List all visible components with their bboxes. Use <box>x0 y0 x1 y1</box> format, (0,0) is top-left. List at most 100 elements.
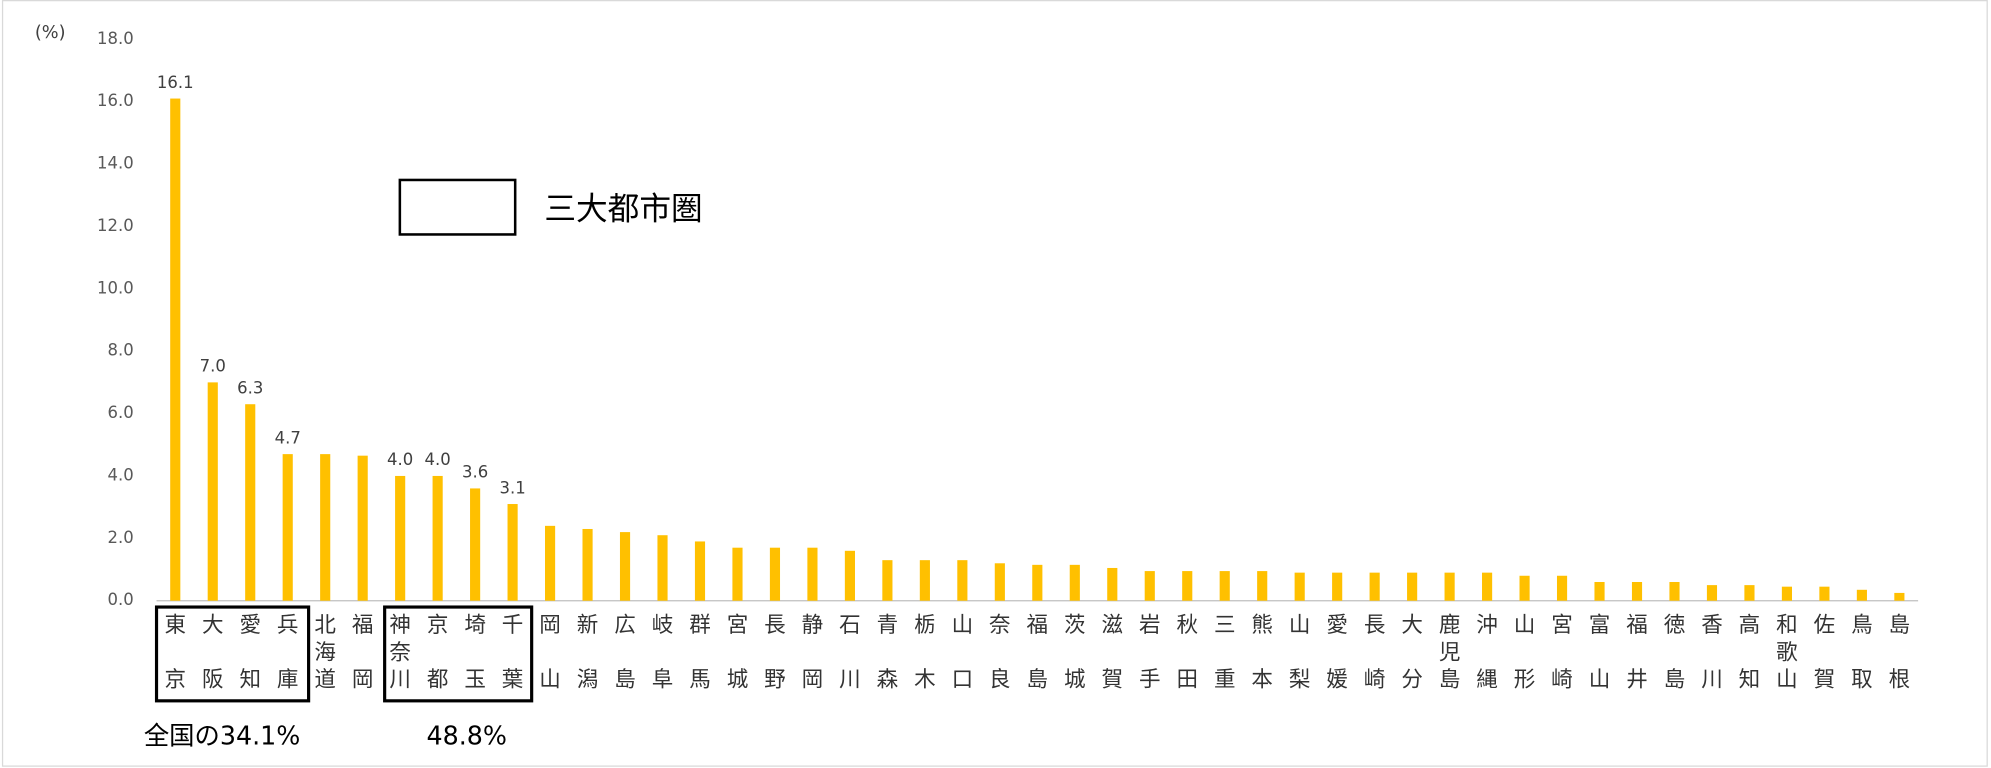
bar <box>1294 572 1305 601</box>
x-tick-label: 東京 <box>164 613 186 692</box>
x-tick-label: 岩手 <box>1139 613 1161 692</box>
annotation: 48.8% <box>426 721 506 751</box>
bar <box>1257 571 1268 601</box>
x-tick-label: 栃木 <box>914 613 936 692</box>
x-tick-label: 佐賀 <box>1814 613 1836 692</box>
bar <box>1107 567 1118 601</box>
group-box <box>154 605 311 703</box>
x-tick-label: 山口 <box>952 613 974 692</box>
value-label: 3.1 <box>499 478 525 497</box>
bar <box>432 475 443 601</box>
x-tick-label: 宮城 <box>727 613 749 692</box>
x-tick-label: 沖縄 <box>1476 613 1498 692</box>
y-tick-label: 12.0 <box>97 216 134 235</box>
bar <box>357 455 368 601</box>
bar <box>1144 571 1155 601</box>
x-tick-label: 愛媛 <box>1326 613 1348 692</box>
x-tick-label: 岐阜 <box>652 613 674 692</box>
x-tick-label: 鹿児島 <box>1439 613 1461 692</box>
bar <box>1519 575 1530 601</box>
annotation: 全国の34.1% <box>144 721 300 751</box>
x-tick-label: 福井 <box>1626 613 1648 692</box>
x-tick-label: 島根 <box>1889 613 1911 692</box>
bar <box>470 488 481 601</box>
value-label: 3.6 <box>462 463 488 482</box>
y-tick-label: 16.0 <box>97 91 134 110</box>
y-tick-label: 4.0 <box>108 465 134 484</box>
x-tick-label: 福岡 <box>352 613 374 692</box>
x-tick-label: 静岡 <box>802 613 824 692</box>
x-tick-label: 埼玉 <box>464 613 486 692</box>
bar <box>582 528 593 601</box>
y-tick-label: 14.0 <box>97 154 134 173</box>
bar <box>1032 564 1043 601</box>
bar <box>1556 575 1568 601</box>
bar <box>1856 589 1867 601</box>
bar <box>619 532 631 601</box>
bar <box>545 525 556 601</box>
x-tick-label: 秋田 <box>1176 613 1198 692</box>
legend-box <box>398 178 517 236</box>
y-unit: (%) <box>35 23 66 43</box>
bar <box>1744 585 1755 601</box>
bar <box>1594 581 1605 601</box>
x-tick-label: 千葉 <box>502 613 524 692</box>
x-tick-label: 富山 <box>1589 613 1611 692</box>
y-tick-label: 10.0 <box>97 278 134 297</box>
x-tick-label: 岡山 <box>539 613 561 692</box>
x-tick-label: 熊本 <box>1251 613 1273 692</box>
bar <box>1219 571 1230 601</box>
bar <box>1407 572 1418 601</box>
x-tick-label: 奈良 <box>989 613 1011 692</box>
bar <box>170 98 181 601</box>
bar <box>769 547 781 601</box>
bar <box>994 563 1005 601</box>
group-box <box>383 605 534 703</box>
value-label: 16.1 <box>157 73 194 92</box>
x-tick-label: 福島 <box>1027 613 1049 692</box>
x-tick-label: 群馬 <box>689 613 711 692</box>
x-tick-label: 青森 <box>877 613 899 692</box>
bar <box>844 550 855 601</box>
legend-label: 三大都市圏 <box>544 191 702 227</box>
x-tick-label: 神奈川 <box>389 613 411 692</box>
bar <box>282 454 293 601</box>
y-tick-label: 8.0 <box>108 341 134 360</box>
bar <box>320 454 331 601</box>
bar <box>1706 585 1718 601</box>
value-label: 4.0 <box>425 450 451 469</box>
x-tick-label: 滋賀 <box>1102 613 1124 692</box>
x-tick-label: 和歌山 <box>1776 613 1798 692</box>
bar <box>694 541 706 601</box>
x-tick-label: 大阪 <box>202 613 224 692</box>
bar <box>1369 572 1380 601</box>
bar <box>882 560 893 601</box>
value-label: 7.0 <box>200 357 226 376</box>
x-tick-label: 北海道 <box>314 613 336 692</box>
x-tick-label: 三重 <box>1214 613 1236 692</box>
bar <box>207 382 218 601</box>
x-tick-label: 愛知 <box>239 613 261 692</box>
y-tick-label: 0.0 <box>108 590 134 609</box>
bar <box>507 504 518 601</box>
bar <box>1332 572 1343 601</box>
x-tick-label: 茨城 <box>1064 613 1086 692</box>
bar <box>245 404 256 601</box>
x-tick-label: 高知 <box>1739 613 1761 692</box>
y-tick-label: 6.0 <box>108 403 134 422</box>
bar <box>1894 592 1905 601</box>
x-tick-label: 長野 <box>764 613 786 692</box>
bar <box>1669 581 1680 601</box>
value-label: 4.7 <box>275 428 301 447</box>
x-tick-label: 石川 <box>839 613 861 692</box>
value-label: 6.3 <box>237 379 263 398</box>
x-tick-label: 香川 <box>1701 613 1723 692</box>
bar <box>1631 581 1643 601</box>
x-tick-label: 広島 <box>614 613 636 692</box>
bar <box>657 535 668 601</box>
x-tick-label: 鳥取 <box>1851 613 1873 692</box>
bar <box>957 560 968 601</box>
